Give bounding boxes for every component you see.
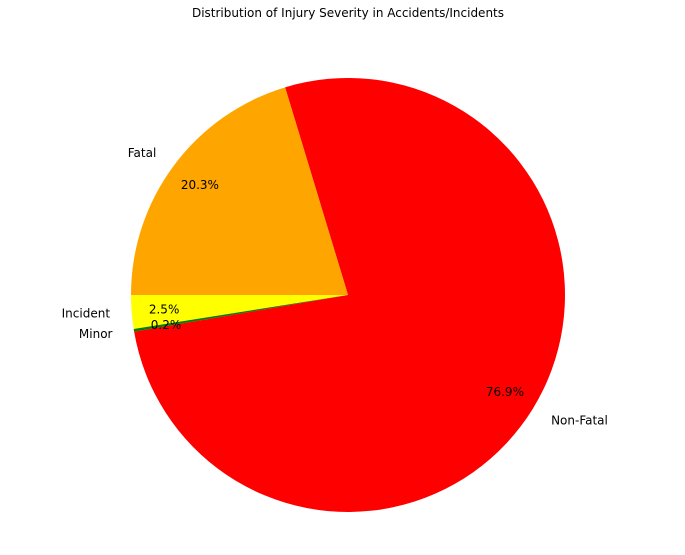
slice-pct-label-non-fatal: 76.9% bbox=[486, 385, 524, 399]
chart-title: Distribution of Injury Severity in Accid… bbox=[192, 6, 504, 20]
pie-slice-non-fatal bbox=[134, 78, 566, 513]
slice-label-fatal: Fatal bbox=[128, 146, 157, 160]
slice-label-minor: Minor bbox=[79, 327, 113, 341]
pie-slice-minor bbox=[133, 295, 348, 332]
slice-label-non-fatal: Non-Fatal bbox=[551, 413, 608, 427]
slice-label-incident: Incident bbox=[62, 307, 111, 321]
slice-pct-label-fatal: 20.3% bbox=[181, 178, 219, 192]
pie-slice-incident bbox=[131, 295, 348, 329]
slice-pct-label-minor: 0.2% bbox=[151, 318, 182, 332]
slice-pct-label-incident: 2.5% bbox=[149, 302, 180, 316]
pie-slice-fatal bbox=[130, 87, 348, 295]
